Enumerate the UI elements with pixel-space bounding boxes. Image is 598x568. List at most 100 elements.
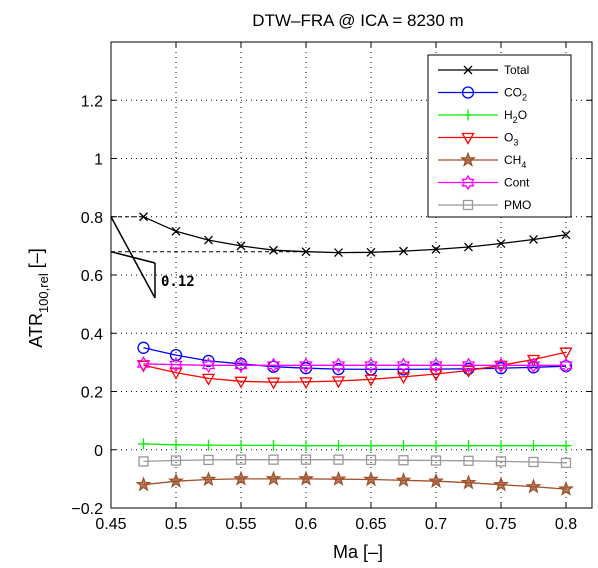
data-point [265, 470, 282, 486]
data-point [204, 235, 213, 245]
data-point [365, 440, 377, 452]
data-point [268, 439, 279, 451]
data-point [234, 376, 248, 389]
data-point [431, 244, 441, 254]
annotation: 0.12 [110, 216, 195, 299]
x-tick-label: 0.65 [355, 516, 386, 533]
data-point [525, 478, 542, 494]
data-point [364, 357, 378, 374]
data-point [300, 440, 312, 452]
series-layer [135, 212, 574, 496]
series-total [139, 212, 571, 258]
legend: Total CO2 H2O O3 CH4 Cont PMO [427, 54, 572, 218]
legend-marker [461, 86, 475, 99]
legend-marker [462, 199, 474, 211]
data-point [398, 440, 409, 452]
data-point [493, 476, 509, 492]
data-point [266, 357, 281, 374]
legend-label: PMO [504, 198, 531, 212]
legend-label: Cont [504, 176, 530, 190]
data-point [398, 455, 409, 466]
series-line [143, 351, 567, 383]
data-point [558, 480, 574, 496]
annotation-label: 0.12 [161, 274, 195, 290]
data-point [266, 377, 281, 390]
series-h2o [138, 438, 572, 452]
data-point [463, 455, 474, 466]
data-point [169, 348, 183, 362]
data-point [233, 470, 249, 486]
data-point [460, 474, 477, 490]
x-tick-label: 0.8 [555, 516, 577, 533]
x-tick-label: 0.5 [165, 516, 187, 533]
x-tick-label: 0.6 [295, 516, 317, 533]
data-point [559, 357, 573, 374]
chart-title: DTW–FRA @ ICA = 8230 m [252, 11, 463, 30]
data-point [170, 455, 182, 466]
data-point [202, 354, 215, 368]
x-tick-label: 0.7 [425, 516, 447, 533]
legend-marker [463, 65, 473, 75]
series-cont [136, 356, 573, 374]
data-point [235, 439, 247, 451]
data-point [333, 440, 344, 452]
y-axis-label-main: ATR [26, 313, 46, 348]
data-point [235, 454, 247, 465]
y-axis-label: ATR100,rel [–] [26, 248, 51, 347]
data-point [429, 357, 443, 374]
data-point [299, 357, 313, 374]
y-tick-label: 1.2 [81, 93, 103, 110]
grid [111, 42, 592, 508]
data-point [334, 248, 343, 258]
data-point [559, 347, 573, 360]
data-point [395, 471, 412, 488]
data-point [301, 247, 311, 257]
x-tick-label: 0.55 [225, 516, 256, 533]
data-point [168, 472, 184, 489]
data-point [170, 439, 182, 451]
data-point [363, 471, 379, 487]
data-point [561, 230, 571, 240]
data-point [136, 360, 151, 373]
data-point [496, 239, 506, 249]
data-point [138, 456, 149, 467]
data-point [463, 440, 474, 452]
data-point [331, 357, 346, 374]
data-point [495, 456, 507, 467]
data-point [528, 440, 539, 452]
y-tick-label: 1 [94, 152, 103, 169]
x-tick-label: 0.75 [485, 516, 516, 533]
data-point [330, 470, 347, 486]
series-ch4 [135, 470, 574, 496]
y-tick-label: 0.4 [81, 326, 103, 343]
data-point [169, 367, 183, 380]
series-line [143, 216, 567, 254]
data-point [397, 363, 410, 376]
data-point [268, 454, 279, 465]
data-point [526, 354, 541, 367]
legend-marker [460, 151, 476, 167]
data-point [429, 369, 443, 382]
series-co2 [137, 341, 573, 376]
data-point [236, 241, 246, 251]
data-point [201, 357, 216, 374]
data-point [137, 341, 150, 354]
legend-label: H2O [504, 108, 527, 125]
series-line [143, 363, 566, 366]
data-point [494, 360, 508, 373]
data-point [331, 376, 346, 389]
legend-label: Total [504, 63, 529, 77]
data-point [464, 242, 473, 252]
data-point [136, 356, 151, 372]
data-point [200, 471, 217, 487]
x-axis-label: Ma [–] [333, 542, 383, 562]
bracket-lower [110, 250, 156, 264]
data-point [430, 440, 442, 452]
y-axis-label-sub: 100,rel [36, 273, 51, 313]
data-point [169, 356, 183, 373]
data-point [299, 377, 313, 390]
y-tick-label: 0 [94, 443, 103, 460]
x-axis: 0.45 0.5 0.55 0.6 0.65 0.7 0.75 0.8 [95, 42, 577, 533]
data-point [364, 374, 378, 387]
